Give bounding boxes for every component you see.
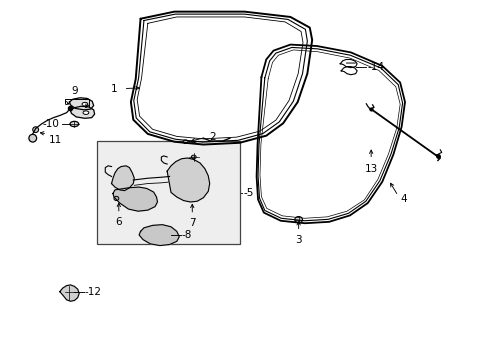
Polygon shape (70, 106, 95, 118)
Ellipse shape (82, 102, 88, 106)
Text: 7: 7 (188, 218, 195, 228)
Text: 11: 11 (49, 135, 62, 145)
Polygon shape (139, 225, 179, 246)
Text: 4: 4 (399, 194, 406, 204)
Polygon shape (69, 98, 94, 110)
Ellipse shape (33, 127, 39, 132)
Ellipse shape (70, 121, 79, 127)
Text: 9: 9 (71, 86, 78, 96)
Text: 13: 13 (364, 164, 377, 174)
FancyBboxPatch shape (97, 141, 239, 244)
Polygon shape (60, 285, 79, 301)
Text: 6: 6 (115, 217, 122, 227)
Ellipse shape (183, 140, 187, 144)
Text: -14: -14 (366, 62, 384, 72)
Ellipse shape (114, 196, 119, 201)
Text: -10: -10 (43, 119, 60, 129)
Text: 1: 1 (111, 84, 118, 94)
Ellipse shape (294, 216, 302, 223)
Text: -12: -12 (85, 287, 102, 297)
Ellipse shape (29, 134, 37, 142)
Polygon shape (111, 166, 134, 191)
Text: -5: -5 (243, 188, 253, 198)
Text: 2: 2 (209, 132, 216, 143)
Ellipse shape (191, 155, 196, 159)
Polygon shape (167, 158, 209, 202)
Text: 3: 3 (295, 235, 302, 245)
Ellipse shape (83, 111, 89, 114)
Polygon shape (113, 187, 157, 211)
Text: -8: -8 (181, 230, 192, 240)
